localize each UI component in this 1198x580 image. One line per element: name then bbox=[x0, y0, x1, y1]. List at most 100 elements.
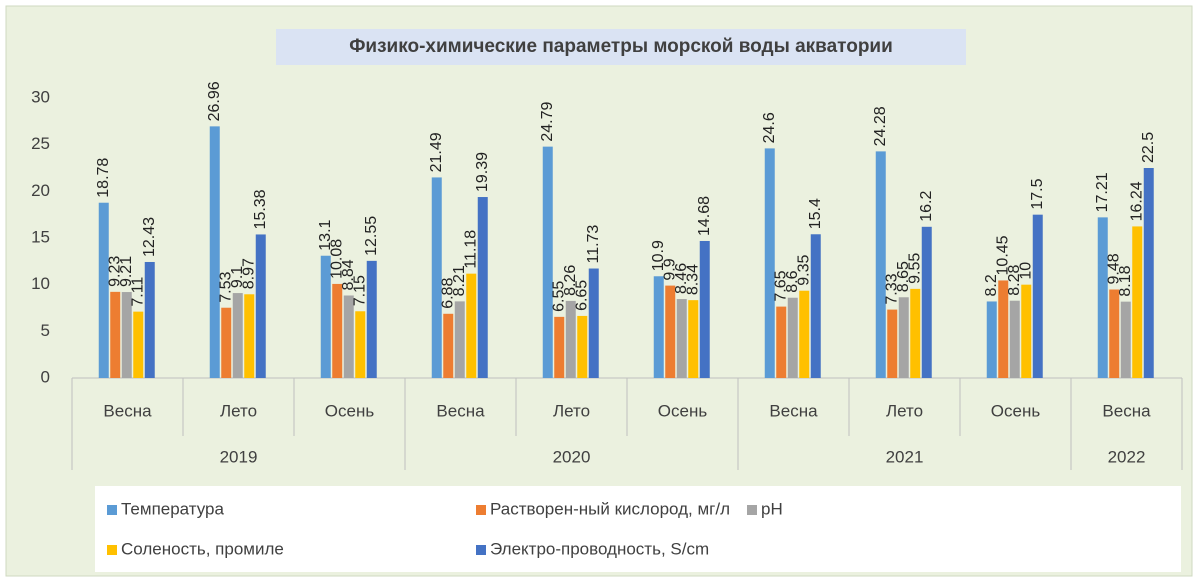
data-label: 7.65 bbox=[772, 270, 789, 301]
data-label: 11.18 bbox=[462, 230, 479, 269]
x-tick-label: Осень bbox=[325, 401, 375, 420]
bar bbox=[986, 301, 997, 378]
data-label: 7.53 bbox=[217, 271, 234, 302]
legend-label: Растворен-ный кислород, мг/л bbox=[490, 499, 730, 518]
bar bbox=[1132, 226, 1143, 378]
data-label: 21.49 bbox=[428, 132, 445, 172]
data-label: 10.9 bbox=[650, 240, 667, 271]
data-label: 9.1 bbox=[229, 266, 246, 288]
data-label: 8.46 bbox=[673, 263, 690, 294]
data-label: 11.73 bbox=[585, 225, 602, 264]
bar bbox=[477, 197, 488, 378]
bar bbox=[787, 297, 798, 378]
data-label: 19.39 bbox=[474, 152, 491, 192]
data-label: 8.97 bbox=[240, 258, 257, 289]
x-tick-label: Весна bbox=[1102, 401, 1151, 420]
data-label: 16.2 bbox=[918, 191, 935, 222]
data-label: 9.23 bbox=[106, 256, 123, 287]
data-label: 8.26 bbox=[562, 265, 579, 296]
bar bbox=[898, 297, 909, 378]
y-tick-label: 30 bbox=[31, 87, 50, 106]
y-tick-label: 25 bbox=[31, 134, 50, 153]
data-label: 15.38 bbox=[252, 189, 269, 229]
bar bbox=[320, 255, 331, 378]
data-label: 26.96 bbox=[206, 81, 223, 121]
data-label: 18.78 bbox=[95, 158, 112, 198]
data-label: 8.65 bbox=[895, 261, 912, 292]
bar bbox=[998, 280, 1009, 378]
data-label: 8.34 bbox=[684, 264, 701, 295]
data-label: 13.1 bbox=[317, 219, 334, 250]
bar bbox=[1097, 217, 1108, 378]
legend-swatch bbox=[107, 505, 117, 515]
legend-swatch bbox=[747, 505, 757, 515]
bar bbox=[366, 260, 377, 378]
bar bbox=[887, 309, 898, 378]
legend-swatch bbox=[476, 545, 486, 555]
y-tick-label: 10 bbox=[31, 274, 50, 293]
bar bbox=[431, 177, 442, 378]
x-tick-label: Осень bbox=[658, 401, 708, 420]
data-label: 14.68 bbox=[696, 196, 713, 236]
data-label: 9.9 bbox=[661, 258, 678, 280]
legend-swatch bbox=[107, 545, 117, 555]
data-label: 22.5 bbox=[1140, 132, 1157, 163]
data-label: 24.28 bbox=[872, 106, 889, 146]
bar bbox=[221, 307, 232, 378]
data-label: 6.65 bbox=[573, 280, 590, 311]
bar bbox=[144, 261, 155, 378]
data-label: 10 bbox=[1017, 262, 1034, 280]
data-label: 8.6 bbox=[784, 270, 801, 292]
y-tick-label: 15 bbox=[31, 227, 50, 246]
data-label: 8.2 bbox=[983, 274, 1000, 296]
data-label: 17.5 bbox=[1029, 178, 1046, 209]
bar bbox=[665, 285, 676, 378]
data-label: 9.55 bbox=[906, 253, 923, 284]
group-label: 2019 bbox=[220, 447, 258, 466]
x-tick-label: Весна bbox=[103, 401, 152, 420]
bar bbox=[1120, 301, 1131, 378]
bar bbox=[542, 146, 553, 378]
chart-title: Физико-химические параметры морской воды… bbox=[349, 36, 893, 57]
bar bbox=[133, 311, 144, 378]
bar bbox=[1009, 300, 1020, 378]
bar bbox=[1143, 168, 1154, 378]
x-tick-label: Весна bbox=[436, 401, 485, 420]
data-label: 7.33 bbox=[883, 273, 900, 304]
legend-label: Соленость, промиле bbox=[121, 539, 284, 558]
bar bbox=[1109, 289, 1120, 378]
bar bbox=[799, 290, 810, 378]
group-label: 2021 bbox=[886, 447, 924, 466]
bar bbox=[588, 268, 599, 378]
bar bbox=[332, 283, 343, 378]
bar bbox=[875, 151, 886, 378]
x-tick-label: Осень bbox=[991, 401, 1041, 420]
data-label: 6.55 bbox=[550, 281, 567, 312]
y-tick-label: 0 bbox=[41, 367, 50, 386]
data-label: 9.48 bbox=[1105, 253, 1122, 284]
group-label: 2022 bbox=[1108, 447, 1146, 466]
y-tick-label: 20 bbox=[31, 181, 50, 200]
bar bbox=[688, 300, 699, 378]
data-label: 6.88 bbox=[439, 278, 456, 309]
x-tick-label: Лето bbox=[553, 401, 590, 420]
legend-label: Температура bbox=[121, 499, 225, 518]
bar bbox=[121, 292, 132, 378]
group-label: 2020 bbox=[553, 447, 591, 466]
data-label: 17.21 bbox=[1094, 172, 1111, 212]
data-label: 24.79 bbox=[539, 101, 556, 141]
bar bbox=[764, 148, 775, 378]
bar bbox=[255, 234, 266, 378]
data-label: 8.18 bbox=[1117, 265, 1134, 296]
bar bbox=[1032, 214, 1043, 378]
legend-label: pH bbox=[761, 499, 783, 518]
bar bbox=[466, 273, 477, 378]
bar bbox=[676, 299, 687, 378]
data-label: 7.11 bbox=[129, 277, 146, 307]
bar bbox=[443, 313, 454, 378]
data-label: 10.08 bbox=[328, 239, 345, 279]
x-tick-label: Лето bbox=[220, 401, 257, 420]
data-label: 9.21 bbox=[118, 256, 135, 287]
